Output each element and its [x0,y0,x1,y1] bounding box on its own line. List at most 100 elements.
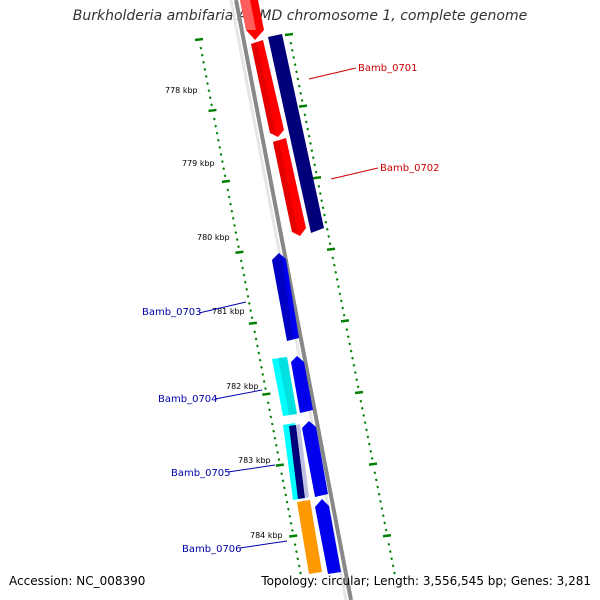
left-tick-24 [230,209,234,213]
gene-bamb-0704-cyan[interactable] [272,357,297,416]
left-tick-14 [216,138,220,142]
right-tick-31 [331,256,335,260]
gene-bamb-0701-navy[interactable] [268,34,324,233]
right-tick-39 [342,313,346,317]
right-tick-53 [362,414,366,417]
right-tick-49 [356,385,360,389]
right-tick-8 [299,91,303,95]
left-tick-74 [297,564,301,568]
left-tick-48 [262,380,266,383]
right-tick-74 [391,564,395,568]
left-tick-18 [222,167,226,171]
gene-bamb-0702-red[interactable] [273,138,306,236]
left-tick-65 [285,500,289,504]
left-tick-31 [239,259,243,263]
right-tick-6 [296,77,300,81]
right-tick-59 [370,456,374,460]
right-tick-50 [354,390,364,395]
left-tick-42 [254,337,258,341]
gene-label-bamb-0703[interactable]: Bamb_0703 [142,307,202,318]
left-tick-63 [282,486,286,490]
left-tick-69 [291,528,294,532]
right-tick-18 [313,163,317,167]
left-tick-59 [277,458,281,461]
right-tick-33 [334,270,338,274]
gene-label-bamb-0706[interactable]: Bamb_0706 [182,544,242,555]
left-tick-8 [208,96,212,100]
left-tick-10 [208,108,217,113]
left-tick-1 [199,46,203,50]
right-tick-0 [284,32,294,37]
left-tick-39 [250,316,254,320]
gene-bamb-0701-red[interactable] [251,40,284,137]
left-tick-33 [242,273,246,277]
kbp-label-784: 784 kbp [250,531,283,540]
gene-bamb-0706-blue[interactable] [315,499,341,574]
gene-bamb-0706-orange[interactable] [297,500,322,574]
left-tick-56 [273,436,277,440]
gene-label-bamb-0704[interactable]: Bamb_0704 [158,394,218,405]
right-tick-69 [384,528,388,532]
left-tick-46 [260,365,263,369]
right-tick-1 [289,41,293,45]
right-tick-40 [340,319,350,323]
right-tick-32 [332,263,336,267]
left-tick-75 [299,571,302,575]
right-tick-51 [359,399,363,403]
topology-text: Topology: circular; Length: 3,556,545 bp… [261,574,591,588]
left-tick-2 [200,53,204,57]
right-tick-48 [355,378,359,382]
gene-label-bamb-0705[interactable]: Bamb_0705 [171,468,231,479]
right-tick-70 [382,533,392,538]
right-tick-27 [325,227,329,231]
right-tick-68 [383,521,387,525]
right-tick-56 [366,435,370,439]
gene-top-partial[interactable] [240,0,264,40]
left-tick-7 [207,89,211,93]
right-tick-12 [304,120,308,124]
right-tick-63 [376,485,380,489]
right-tick-10 [298,104,308,108]
left-tick-67 [288,514,292,518]
right-tick-22 [318,192,322,195]
gene-bamb-0705-navy[interactable] [289,424,309,499]
right-tick-72 [388,550,392,553]
right-tick-25 [323,213,326,217]
right-tick-26 [324,220,328,224]
left-tick-34 [243,280,247,284]
right-tick-30 [326,247,336,252]
right-tick-55 [365,428,368,432]
gene-bamb-0703[interactable] [272,253,299,341]
left-tick-72 [295,550,298,554]
right-tick-75 [393,571,396,575]
left-tick-35 [245,287,249,291]
left-tick-17 [220,160,224,164]
gene-bamb-0705-blue[interactable] [302,421,328,497]
gene-bamb-0704-blue[interactable] [291,356,313,413]
right-tick-5 [295,70,298,74]
left-tick-15 [218,145,222,149]
left-tick-53 [269,415,273,419]
accession-text: Accession: NC_008390 [9,574,146,588]
kbp-label-778: 778 kbp [165,86,198,95]
gene-label-bamb-0702[interactable]: Bamb_0702 [380,163,440,174]
right-tick-34 [335,277,339,281]
left-tick-23 [229,202,232,206]
map-title: Burkholderia ambifaria AMMD chromosome 1… [72,8,528,24]
right-tick-60 [368,462,378,466]
gene-label-bamb-0701[interactable]: Bamb_0701 [358,63,418,74]
left-tick-19 [223,174,227,178]
leader-lines [198,67,379,549]
left-tick-70 [289,534,298,538]
right-tick-62 [374,478,378,482]
left-tick-32 [241,266,244,270]
left-tick-61 [280,472,284,476]
right-tick-37 [339,299,343,303]
left-tick-38 [249,309,253,312]
right-tick-61 [373,471,377,475]
right-tick-16 [310,149,314,153]
right-tick-20 [312,175,322,180]
right-tick-3 [292,56,296,59]
gene-labels: Bamb_0701 Bamb_0702 Bamb_0703 Bamb_0704 … [142,63,440,555]
right-tick-23 [320,199,324,203]
